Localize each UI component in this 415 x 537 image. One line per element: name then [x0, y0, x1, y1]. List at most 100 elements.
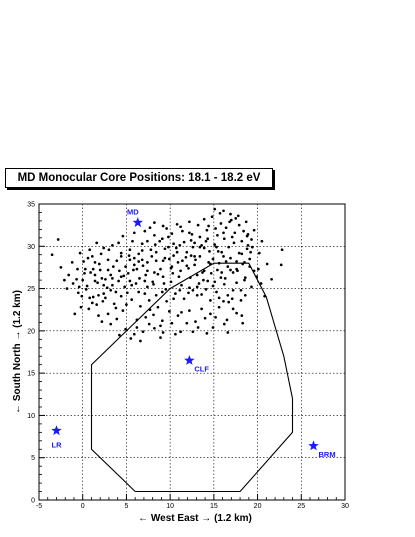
data-point: [170, 321, 174, 325]
data-point: [237, 223, 241, 227]
data-point: [209, 312, 212, 316]
data-point: [222, 299, 225, 303]
y-axis: 0 5 10 15 20 25 30 35: [27, 202, 45, 505]
data-point: [100, 277, 104, 280]
data-point: [252, 228, 256, 232]
data-point: [143, 279, 147, 283]
data-point: [78, 251, 82, 255]
data-point: [141, 264, 145, 268]
data-point: [217, 305, 221, 309]
data-point: [56, 238, 60, 241]
data-point: [265, 262, 269, 266]
data-point: [140, 258, 144, 262]
data-point: [104, 296, 107, 300]
data-point: [119, 294, 123, 298]
data-point: [201, 271, 204, 274]
data-point: [242, 229, 245, 233]
data-point: [217, 296, 221, 300]
data-point: [213, 207, 217, 211]
data-point: [174, 332, 177, 336]
data-point: [167, 235, 170, 239]
data-point: [148, 308, 152, 312]
data-point: [137, 252, 141, 256]
data-point: [138, 277, 141, 280]
data-point: [222, 237, 226, 241]
data-point: [216, 233, 219, 237]
data-point: [197, 282, 201, 285]
data-point: [111, 244, 114, 247]
data-point: [236, 214, 240, 218]
data-point: [240, 239, 244, 243]
data-point: [228, 220, 231, 224]
site-star-md: [132, 217, 143, 228]
data-point: [86, 256, 90, 260]
data-point: [225, 318, 229, 322]
data-point: [204, 239, 208, 243]
data-point: [217, 261, 221, 265]
data-point: [154, 293, 158, 297]
data-point: [246, 244, 250, 247]
data-point: [132, 231, 136, 235]
data-point: [174, 246, 178, 250]
data-point: [211, 284, 215, 288]
data-point: [280, 248, 284, 252]
data-point: [241, 262, 245, 266]
data-point: [75, 277, 78, 281]
data-point: [185, 264, 189, 268]
data-point: [114, 290, 118, 294]
data-point: [226, 331, 230, 334]
y-tick-label: 20: [27, 328, 35, 335]
data-point: [115, 259, 119, 263]
data-point: [163, 247, 167, 251]
data-point: [194, 320, 197, 323]
data-point: [175, 250, 179, 254]
data-point: [81, 278, 85, 282]
x-tick-label: 30: [341, 503, 349, 510]
data-point: [257, 251, 261, 255]
data-point: [144, 273, 148, 277]
data-point: [198, 235, 202, 239]
data-point: [172, 254, 175, 257]
data-point: [231, 288, 235, 292]
data-point: [195, 285, 199, 289]
data-point: [222, 231, 225, 235]
data-point: [70, 261, 74, 264]
data-point: [172, 297, 175, 301]
x-tick-label: 25: [297, 503, 305, 510]
data-point: [118, 269, 121, 273]
data-point: [227, 245, 231, 249]
data-point: [239, 299, 243, 302]
data-point: [130, 283, 134, 287]
data-point: [165, 227, 168, 230]
data-point: [71, 282, 75, 285]
data-point: [140, 242, 144, 246]
data-point: [204, 288, 208, 291]
data-point: [190, 233, 194, 236]
data-point: [111, 283, 114, 287]
data-point: [73, 312, 77, 316]
data-point: [189, 254, 193, 257]
data-points: [50, 207, 284, 343]
data-point: [189, 239, 193, 242]
data-point: [89, 271, 92, 274]
data-point: [118, 333, 121, 337]
data-point: [154, 259, 158, 263]
site-label-brm: BRM: [319, 450, 336, 459]
data-point: [246, 233, 250, 236]
data-point: [151, 280, 155, 284]
data-point: [80, 294, 84, 298]
data-point: [215, 290, 218, 294]
data-point: [112, 302, 116, 306]
data-point: [170, 232, 174, 235]
data-point: [231, 271, 235, 274]
data-point: [153, 221, 156, 224]
data-point: [239, 288, 243, 292]
data-point: [127, 254, 131, 257]
data-point: [158, 239, 162, 243]
data-point: [209, 299, 212, 302]
data-point: [202, 269, 206, 273]
site-star-clf: [184, 355, 195, 365]
data-point: [237, 251, 241, 255]
data-point: [149, 248, 153, 252]
